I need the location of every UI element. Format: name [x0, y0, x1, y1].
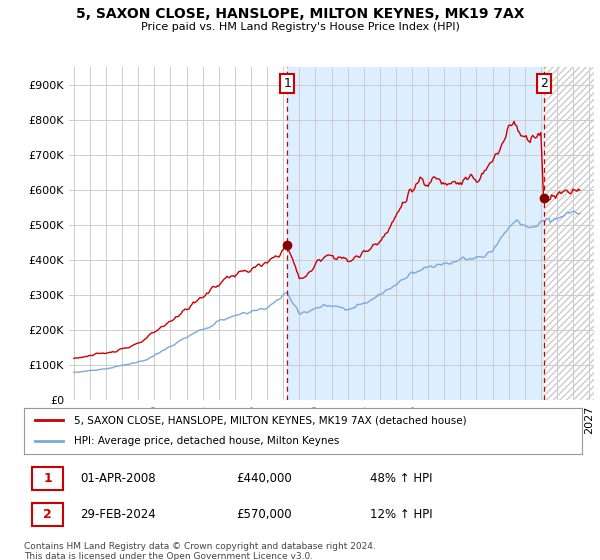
Text: £570,000: £570,000 — [236, 508, 292, 521]
Bar — [544, 67, 594, 400]
Text: HPI: Average price, detached house, Milton Keynes: HPI: Average price, detached house, Milt… — [74, 436, 340, 446]
Text: 5, SAXON CLOSE, HANSLOPE, MILTON KEYNES, MK19 7AX (detached house): 5, SAXON CLOSE, HANSLOPE, MILTON KEYNES,… — [74, 415, 467, 425]
Text: 29-FEB-2024: 29-FEB-2024 — [80, 508, 155, 521]
Text: 1: 1 — [283, 77, 291, 90]
Text: 1: 1 — [43, 472, 52, 485]
Text: Contains HM Land Registry data © Crown copyright and database right 2024.
This d: Contains HM Land Registry data © Crown c… — [24, 542, 376, 560]
Text: 12% ↑ HPI: 12% ↑ HPI — [370, 508, 433, 521]
Bar — [287, 67, 544, 400]
Text: 5, SAXON CLOSE, HANSLOPE, MILTON KEYNES, MK19 7AX: 5, SAXON CLOSE, HANSLOPE, MILTON KEYNES,… — [76, 7, 524, 21]
Text: Price paid vs. HM Land Registry's House Price Index (HPI): Price paid vs. HM Land Registry's House … — [140, 22, 460, 32]
Text: £440,000: £440,000 — [236, 472, 292, 485]
Text: 01-APR-2008: 01-APR-2008 — [80, 472, 155, 485]
Text: 48% ↑ HPI: 48% ↑ HPI — [370, 472, 433, 485]
FancyBboxPatch shape — [32, 503, 63, 526]
Text: 2: 2 — [539, 77, 548, 90]
FancyBboxPatch shape — [32, 467, 63, 489]
Text: 2: 2 — [43, 508, 52, 521]
Bar — [544, 67, 594, 400]
